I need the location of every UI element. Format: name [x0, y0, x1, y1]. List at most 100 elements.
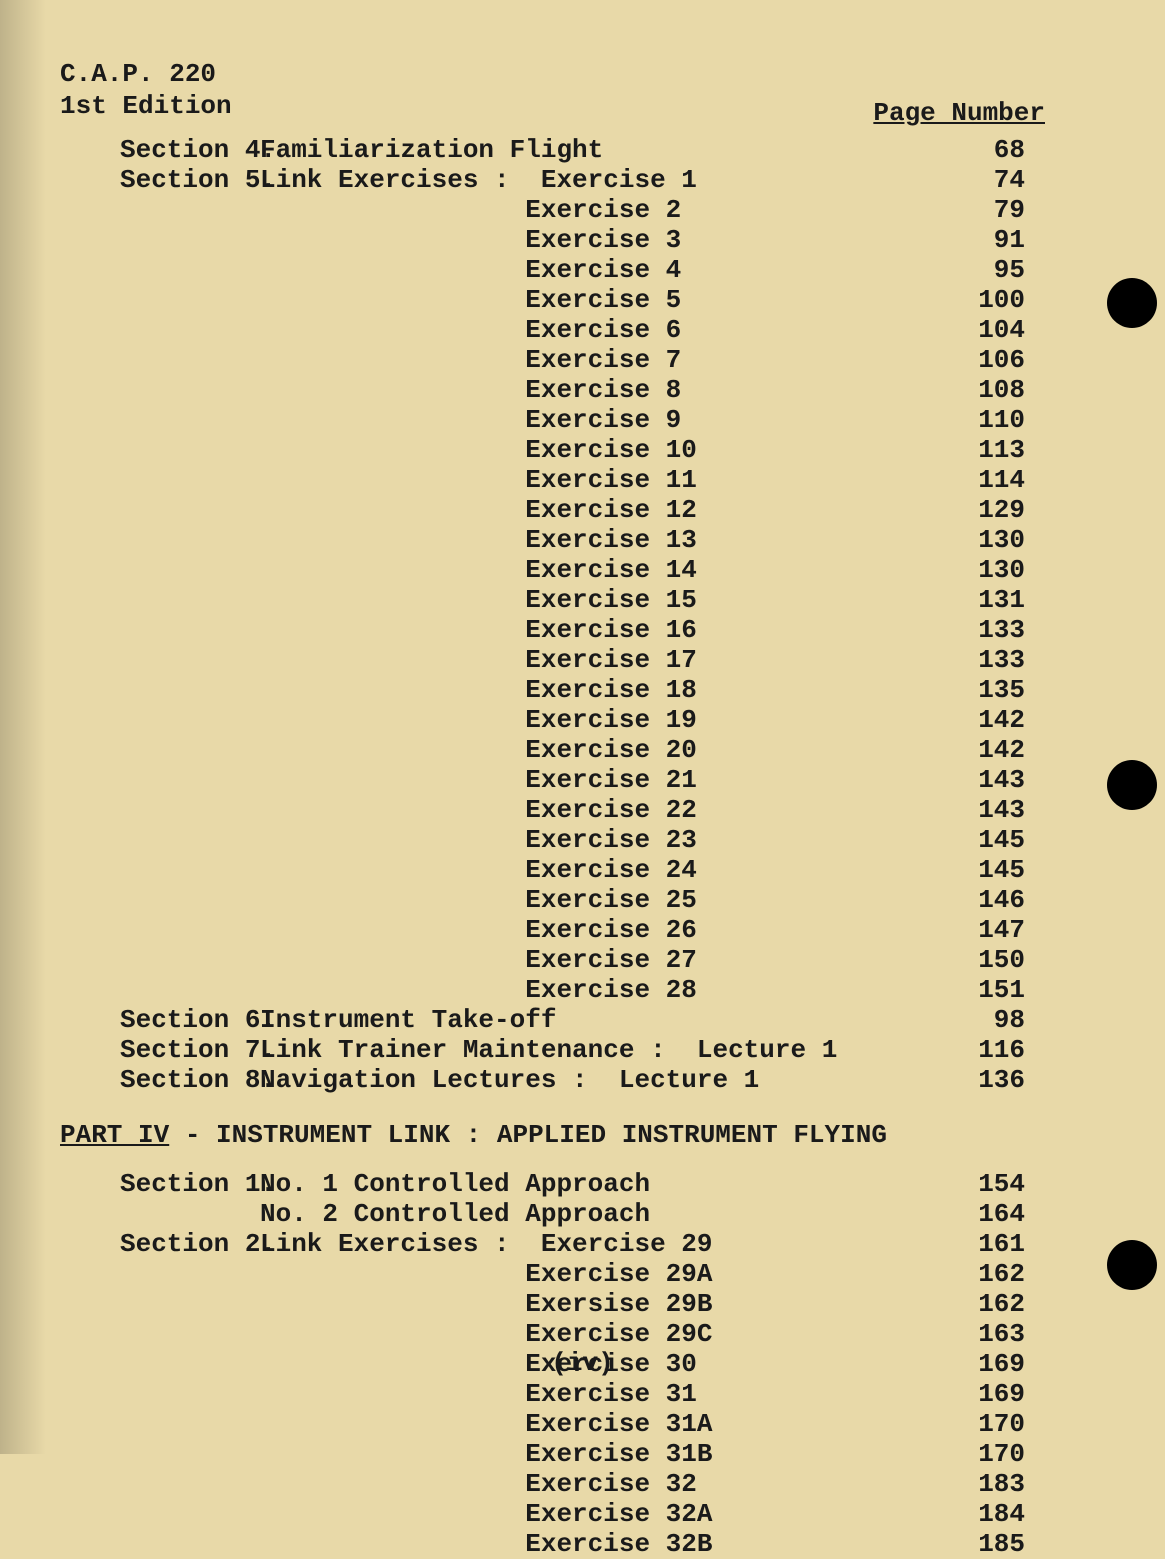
- part-heading-rest: - INSTRUMENT LINK : APPLIED INSTRUMENT F…: [169, 1120, 887, 1150]
- toc-page-number: 170: [925, 1439, 1085, 1469]
- toc-exercise-row: Exercise 10113: [60, 435, 1085, 465]
- toc-section-label: [60, 945, 260, 975]
- toc-description: Exercise 29A: [260, 1259, 925, 1289]
- toc-description: Exercise 25: [260, 885, 925, 915]
- toc-section-row: Section 7.Link Trainer Maintenance : Lec…: [60, 1035, 1085, 1065]
- doc-edition: 1st Edition: [60, 90, 232, 122]
- toc-description: Exercise 29C: [260, 1319, 925, 1349]
- toc-exercise-row: Exercise 11114: [60, 465, 1085, 495]
- toc-page-number: 161: [925, 1229, 1085, 1259]
- toc-page-number: 131: [925, 585, 1085, 615]
- toc-page-number: 74: [925, 165, 1085, 195]
- toc-description: Exercise 32B: [260, 1529, 925, 1559]
- toc-description: Exercise 13: [260, 525, 925, 555]
- toc-section-label: Section 5.: [60, 165, 260, 195]
- toc-exercise-row: Exercise 279: [60, 195, 1085, 225]
- toc-section-label: [60, 585, 260, 615]
- toc-page-number: 170: [925, 1409, 1085, 1439]
- toc-page-number: 130: [925, 525, 1085, 555]
- toc-page-number: 68: [925, 135, 1085, 165]
- toc-page-number: 145: [925, 825, 1085, 855]
- toc-exercise-row: Exercise 23145: [60, 825, 1085, 855]
- toc-page-number: 98: [925, 1005, 1085, 1035]
- punch-hole: [1107, 278, 1157, 328]
- toc-page-number: 110: [925, 405, 1085, 435]
- toc-description: Exercise 32: [260, 1469, 925, 1499]
- toc-section-label: [60, 1529, 260, 1559]
- toc-page-number: 151: [925, 975, 1085, 1005]
- punch-hole: [1107, 1240, 1157, 1290]
- toc-exercise-row: Exercise 16133: [60, 615, 1085, 645]
- toc-section-row: Section 4.Familiarization Flight68: [60, 135, 1085, 165]
- toc-description: No. 1 Controlled Approach: [260, 1169, 925, 1199]
- toc-description: Exercise 3: [260, 225, 925, 255]
- toc-exercise-row: Exercise 17133: [60, 645, 1085, 675]
- toc-description: Exercise 32A: [260, 1499, 925, 1529]
- toc-section-label: [60, 1469, 260, 1499]
- toc-description: Link Trainer Maintenance : Lecture 1: [260, 1035, 925, 1065]
- toc-section-label: [60, 735, 260, 765]
- toc-section-label: [60, 315, 260, 345]
- toc-exercise-row: Exercise 6104: [60, 315, 1085, 345]
- toc-page-number: 183: [925, 1469, 1085, 1499]
- toc-page-number: 169: [925, 1379, 1085, 1409]
- toc-description: Exercise 31A: [260, 1409, 925, 1439]
- toc-description: Exercise 14: [260, 555, 925, 585]
- toc-exercise-row: Exercise 20142: [60, 735, 1085, 765]
- toc-description: Exercise 16: [260, 615, 925, 645]
- toc-page-number: 136: [925, 1065, 1085, 1095]
- toc-page-number: 145: [925, 855, 1085, 885]
- toc-description: Exercise 17: [260, 645, 925, 675]
- toc-page-number: 162: [925, 1289, 1085, 1319]
- toc-exercise-row: Exersise 29B162: [60, 1289, 1085, 1319]
- toc-description: Exercise 21: [260, 765, 925, 795]
- toc-page-number: 184: [925, 1499, 1085, 1529]
- toc-page-number: 150: [925, 945, 1085, 975]
- toc-section-label: [60, 975, 260, 1005]
- toc-description: Familiarization Flight: [260, 135, 925, 165]
- toc-section-label: [60, 495, 260, 525]
- toc-section-label: Section 2.: [60, 1229, 260, 1259]
- toc-exercise-row: Exercise 391: [60, 225, 1085, 255]
- toc-description: Exercise 19: [260, 705, 925, 735]
- toc-description: Exercise 8: [260, 375, 925, 405]
- toc-section-label: [60, 225, 260, 255]
- toc-description: Link Exercises : Exercise 29: [260, 1229, 925, 1259]
- toc-description: Exersise 29B: [260, 1289, 925, 1319]
- page-number-heading: Page Number: [873, 98, 1045, 128]
- part-heading: PART IV - INSTRUMENT LINK : APPLIED INST…: [60, 1119, 1085, 1151]
- toc-page-number: 106: [925, 345, 1085, 375]
- toc-section-label: [60, 705, 260, 735]
- toc-page-number: 142: [925, 735, 1085, 765]
- toc-description: Exercise 18: [260, 675, 925, 705]
- toc-section-label: [60, 1289, 260, 1319]
- toc-section-label: [60, 1499, 260, 1529]
- toc-exercise-row: Exercise 19142: [60, 705, 1085, 735]
- toc-exercise-row: Exercise 29A162: [60, 1259, 1085, 1289]
- toc-description: Exercise 31: [260, 1379, 925, 1409]
- toc-section-label: [60, 1199, 260, 1229]
- toc-page-number: 114: [925, 465, 1085, 495]
- toc-description: Exercise 24: [260, 855, 925, 885]
- toc-section-label: [60, 255, 260, 285]
- toc-exercise-row: Exercise 15131: [60, 585, 1085, 615]
- toc-exercise-row: Exercise 22143: [60, 795, 1085, 825]
- toc-description: Navigation Lectures : Lecture 1: [260, 1065, 925, 1095]
- toc-exercise-row: Exercise 31A170: [60, 1409, 1085, 1439]
- toc-section-label: Section 7.: [60, 1035, 260, 1065]
- doc-code: C.A.P. 220: [60, 58, 232, 90]
- toc-description: Exercise 28: [260, 975, 925, 1005]
- toc-section-label: [60, 615, 260, 645]
- toc-page-number: 113: [925, 435, 1085, 465]
- toc-description: Exercise 6: [260, 315, 925, 345]
- punch-hole: [1107, 760, 1157, 810]
- toc-exercise-row: Exercise 12129: [60, 495, 1085, 525]
- toc-section-label: [60, 285, 260, 315]
- toc-exercise-row: Exercise 5100: [60, 285, 1085, 315]
- toc-description: Exercise 31B: [260, 1439, 925, 1469]
- toc-description: Exercise 11: [260, 465, 925, 495]
- toc-exercise-row: Exercise 7106: [60, 345, 1085, 375]
- toc-exercise-row: Exercise 13130: [60, 525, 1085, 555]
- toc-page-number: 133: [925, 645, 1085, 675]
- toc-page-number: 143: [925, 765, 1085, 795]
